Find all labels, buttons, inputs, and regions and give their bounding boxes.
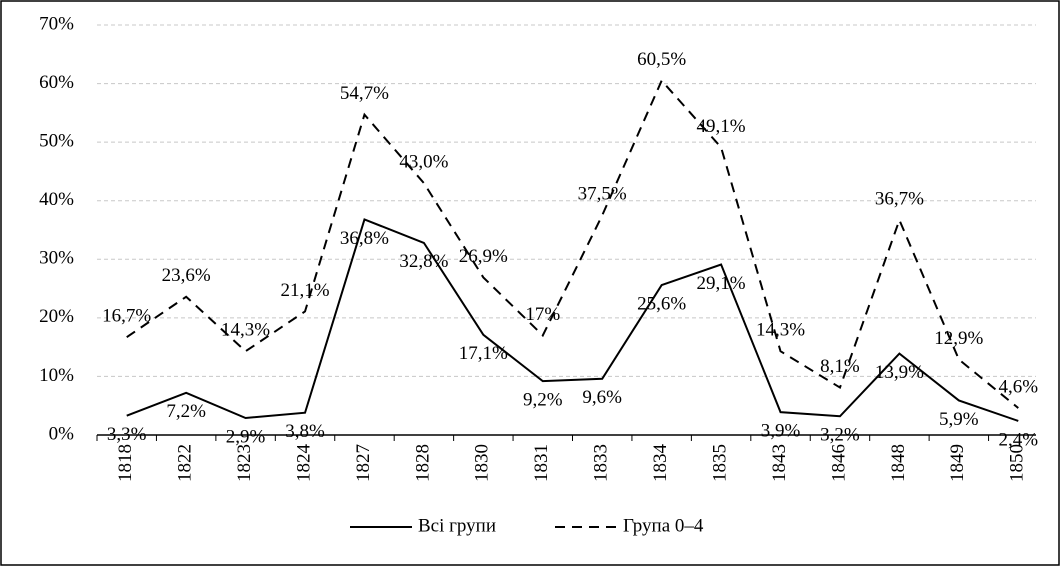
data-label: 29,1% xyxy=(697,273,746,294)
legend-label: Всі групи xyxy=(418,515,496,536)
data-label: 13,9% xyxy=(875,362,924,383)
x-tick-label: 1823 xyxy=(234,444,255,482)
data-label: 3,9% xyxy=(761,421,801,442)
data-label: 14,3% xyxy=(221,320,270,341)
data-label: 2,4% xyxy=(998,429,1038,450)
data-label: 32,8% xyxy=(399,251,448,272)
series-line xyxy=(126,78,1019,409)
data-label: 9,2% xyxy=(523,389,563,410)
data-label: 3,3% xyxy=(107,424,147,445)
y-tick-label: 40% xyxy=(39,189,74,210)
data-label: 3,8% xyxy=(285,421,325,442)
x-tick-label: 1850 xyxy=(1007,444,1028,482)
x-tick-label: 1831 xyxy=(531,444,552,482)
data-label: 17,1% xyxy=(459,343,508,364)
x-tick-label: 1849 xyxy=(947,444,968,482)
data-label: 9,6% xyxy=(582,387,622,408)
data-label: 36,7% xyxy=(875,188,924,209)
x-tick-label: 1835 xyxy=(709,444,730,482)
data-label: 5,9% xyxy=(939,409,979,430)
x-tick-label: 1834 xyxy=(650,444,671,483)
x-tick-label: 1830 xyxy=(472,444,493,482)
x-tick-label: 1818 xyxy=(115,444,136,482)
data-label: 49,1% xyxy=(697,116,746,137)
x-tick-label: 1843 xyxy=(769,444,790,482)
data-label: 8,1% xyxy=(820,356,860,377)
data-label: 54,7% xyxy=(340,83,389,104)
y-tick-label: 10% xyxy=(39,365,74,386)
data-label: 2,9% xyxy=(226,426,266,447)
y-tick-label: 70% xyxy=(39,13,74,34)
x-tick-label: 1828 xyxy=(412,444,433,482)
series-line xyxy=(126,218,1019,422)
x-tick-label: 1822 xyxy=(175,444,196,482)
data-label: 3,2% xyxy=(820,425,860,446)
y-tick-label: 0% xyxy=(49,423,75,444)
data-label: 25,6% xyxy=(637,293,686,314)
x-tick-label: 1848 xyxy=(888,444,909,482)
data-label: 43,0% xyxy=(399,152,448,173)
data-label: 16,7% xyxy=(102,306,151,327)
data-label: 23,6% xyxy=(162,265,211,286)
data-label: 26,9% xyxy=(459,246,508,267)
y-tick-label: 20% xyxy=(39,306,74,327)
data-label: 60,5% xyxy=(637,49,686,70)
y-tick-label: 50% xyxy=(39,131,74,152)
data-label: 36,8% xyxy=(340,228,389,249)
y-tick-label: 30% xyxy=(39,248,74,269)
legend-label: Група 0–4 xyxy=(623,515,704,536)
data-label: 21,1% xyxy=(280,280,329,301)
data-label: 7,2% xyxy=(166,401,206,422)
data-label: 37,5% xyxy=(578,184,627,205)
x-tick-label: 1824 xyxy=(293,444,314,483)
y-tick-label: 60% xyxy=(39,72,74,93)
data-label: 4,6% xyxy=(998,376,1038,397)
x-tick-label: 1833 xyxy=(591,444,612,482)
x-tick-label: 1827 xyxy=(353,444,374,482)
data-label: 14,3% xyxy=(756,320,805,341)
data-label: 12,9% xyxy=(934,328,983,349)
data-label: 17% xyxy=(525,304,560,325)
x-tick-label: 1846 xyxy=(828,444,849,482)
